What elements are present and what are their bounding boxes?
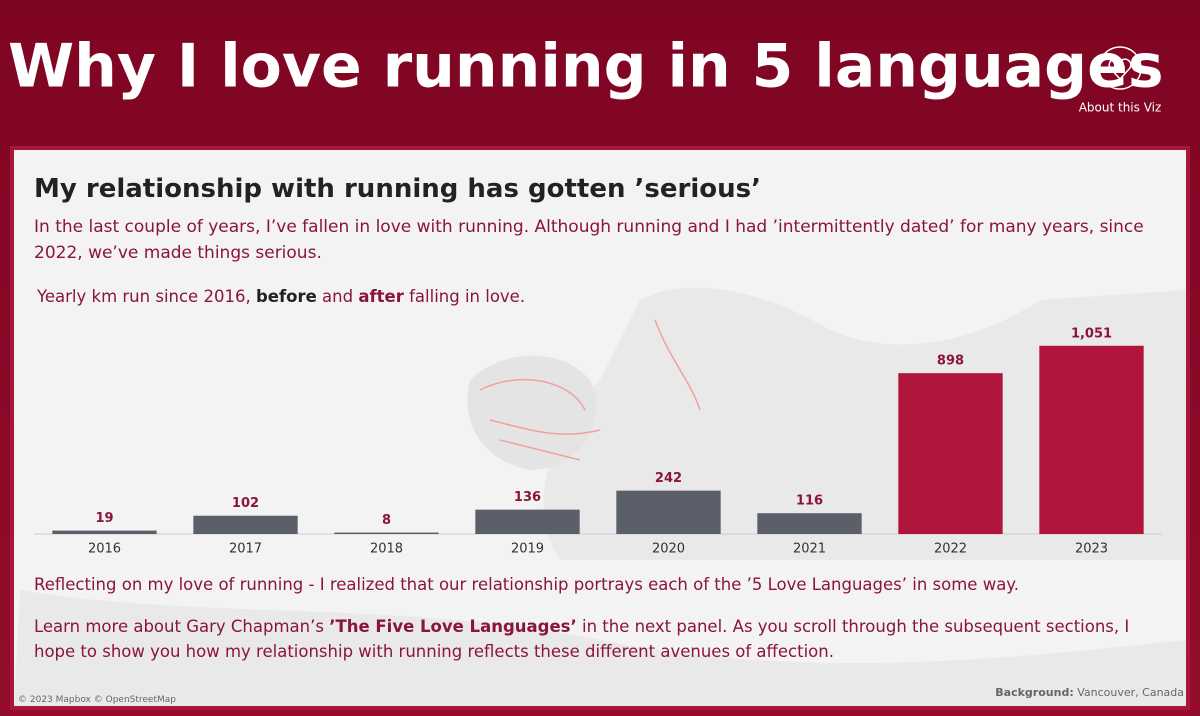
about-icon[interactable] (1098, 46, 1142, 90)
chart-subtitle: Yearly km run since 2016, before and aft… (37, 287, 525, 306)
data-label: 136 (514, 490, 541, 505)
data-label: 8 (382, 513, 391, 528)
chart: 2016 19 2017 102 2018 8 2019 136 2020 242 2021 116 2… (34, 326, 1162, 557)
background-place: Vancouver, Canada (1073, 686, 1184, 699)
bar (616, 490, 721, 534)
bar (193, 515, 298, 534)
bar (334, 532, 439, 534)
x-tick-label: 2022 (934, 542, 967, 557)
x-tick-label: 2021 (793, 542, 826, 557)
bar (1039, 345, 1144, 534)
x-tick-label: 2018 (370, 542, 403, 557)
data-label: 1,051 (1071, 326, 1112, 341)
background-label: Background: (995, 686, 1074, 699)
page-title: Why I love running in 5 languages (8, 32, 1164, 102)
x-tick-label: 2016 (88, 542, 121, 557)
about-label[interactable]: About this Viz (1079, 101, 1162, 115)
background-note: Background: Vancouver, Canada (995, 686, 1184, 699)
map-park (467, 355, 597, 470)
bar (475, 509, 580, 534)
subtitle-part: Yearly km run since 2016, (37, 287, 256, 306)
bar (757, 513, 862, 534)
bar (898, 373, 1003, 534)
panel-heading: My relationship with running has gotten … (34, 174, 761, 204)
subtitle-before: before (255, 287, 317, 306)
learn-part: in the next panel. As you scroll through… (34, 617, 1130, 661)
data-label: 116 (796, 494, 823, 509)
intro-text: In the last couple of years, I’ve fallen… (34, 217, 1144, 263)
learn-more-text: Learn more about Gary Chapman’s ’The Fiv… (34, 614, 1164, 664)
heart-icon[interactable] (1108, 58, 1132, 81)
subtitle-after: after (358, 287, 404, 306)
about-button[interactable]: About this Viz (1079, 46, 1162, 115)
data-label: 242 (655, 471, 682, 486)
bar (52, 530, 157, 534)
subtitle-part: falling in love. (403, 287, 526, 306)
book-title: ’The Five Love Languages’ (329, 617, 577, 636)
learn-part: Learn more about Gary Chapman’s (34, 617, 330, 636)
map-land (14, 590, 1186, 706)
map-credit: © 2023 Mapbox © OpenStreetMap (18, 695, 176, 705)
x-tick-label: 2019 (511, 542, 544, 557)
x-tick-label: 2023 (1075, 542, 1108, 557)
data-label: 102 (232, 496, 259, 511)
data-label: 19 (95, 511, 113, 526)
subtitle-part: and (316, 287, 359, 306)
run-routes (479, 319, 701, 461)
x-tick-label: 2020 (652, 542, 685, 557)
reflection-text: Reflecting on my love of running - I rea… (34, 575, 1019, 594)
data-label: 898 (937, 354, 964, 369)
x-tick-label: 2017 (229, 542, 262, 557)
